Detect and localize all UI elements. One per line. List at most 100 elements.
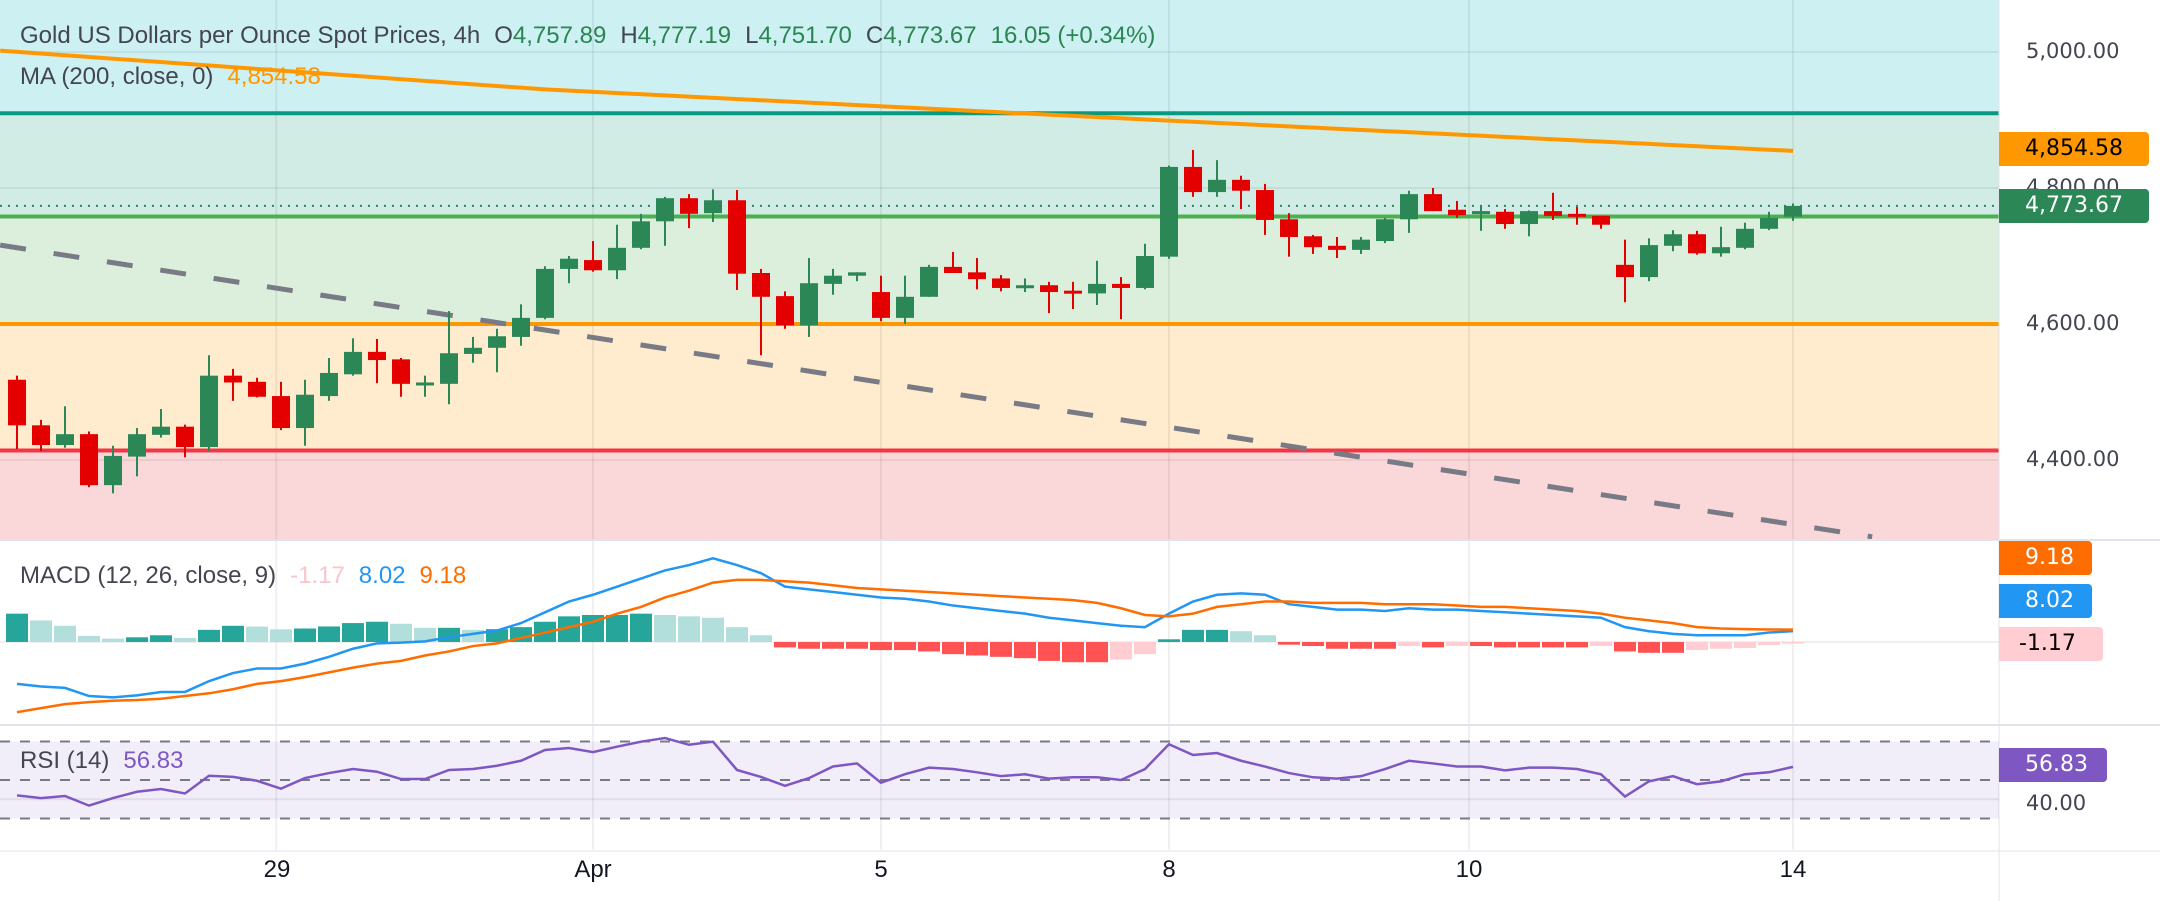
dashed-trendline <box>0 242 1873 540</box>
candle-down <box>1112 283 1130 288</box>
candle-down <box>776 296 794 326</box>
macd-histogram-bar <box>54 625 76 642</box>
candle-up <box>1736 228 1754 248</box>
candle-up <box>656 198 674 222</box>
candle-up <box>416 382 434 386</box>
candle-down <box>1616 264 1634 278</box>
candle-down <box>1424 194 1442 212</box>
price-tick-5000: 5,000.00 <box>2026 39 2120 63</box>
close-value: 4,773.67 <box>883 22 977 49</box>
candle-up <box>1400 194 1418 220</box>
macd-histogram-bar <box>966 642 988 656</box>
candle-down <box>1688 234 1706 254</box>
candle-down <box>1304 236 1322 248</box>
macd-histogram-bar <box>390 623 412 642</box>
zone-teal <box>0 113 1999 217</box>
candle-up <box>200 375 218 448</box>
macd-histogram-bar <box>414 627 436 642</box>
candle-up <box>1088 283 1106 294</box>
macd-histogram-bar <box>1638 642 1660 653</box>
macd-histogram-bar <box>126 637 148 642</box>
macd-legend-label: MACD (12, 26, close, 9) <box>20 562 277 589</box>
change-value: 16.05 (+0.34%) <box>990 22 1156 49</box>
macd-histogram-bar <box>1566 642 1588 648</box>
date-label-8: 8 <box>1162 856 1176 883</box>
high-label: H <box>620 22 638 49</box>
candle-down <box>680 198 698 214</box>
candle-down <box>1040 285 1058 293</box>
candle-up <box>920 266 938 297</box>
macd-histogram-bar <box>1782 642 1804 644</box>
macd-histogram-bar <box>1182 629 1204 642</box>
macd-histogram-bar <box>1422 642 1444 648</box>
macd-histogram-bar <box>870 642 892 651</box>
macd-histogram-bar <box>6 613 28 642</box>
candle-down <box>728 200 746 274</box>
open-value: 4,757.89 <box>512 22 607 49</box>
candle-down <box>272 396 290 429</box>
macd-signal-value: 9.18 <box>419 562 467 589</box>
macd-histogram-bar <box>150 635 172 642</box>
macd-histogram-bar <box>822 642 844 649</box>
candle-down <box>368 351 386 361</box>
ohlc-close: C4,773.67 <box>866 22 977 50</box>
macd-histogram-bar <box>606 615 628 642</box>
candle-down <box>1328 245 1346 250</box>
candle-down <box>968 272 986 280</box>
macd-histogram-bar <box>246 626 268 642</box>
candle-down <box>584 260 602 271</box>
macd-histogram-bar <box>198 629 220 642</box>
open-label: O <box>494 22 513 49</box>
candle-up <box>1352 239 1370 250</box>
candle-up <box>704 200 722 214</box>
macd-histogram-bar <box>1710 642 1732 649</box>
candle-down <box>1256 190 1274 220</box>
candle-up <box>488 336 506 348</box>
macd-histogram-bar <box>1014 642 1036 659</box>
candle-down <box>392 359 410 384</box>
candle-up <box>464 347 482 354</box>
macd-histogram-bar <box>1158 639 1180 642</box>
macd-histogram-bar <box>990 642 1012 657</box>
macd-histogram-bar <box>102 638 124 642</box>
rsi-line <box>16 736 1794 807</box>
date-label-29: 29 <box>263 856 291 883</box>
candle-up <box>296 394 314 429</box>
candle-up <box>1016 285 1034 289</box>
candle-up <box>848 272 866 276</box>
rsi-legend-value: 56.83 <box>123 747 184 774</box>
macd-histogram-bar <box>1134 642 1156 655</box>
macd-histogram-bar <box>1614 642 1636 652</box>
candle-up <box>152 426 170 435</box>
candle-up <box>104 455 122 486</box>
macd-histogram-bar <box>1686 642 1708 651</box>
candle-down <box>1544 211 1562 216</box>
macd-histogram-bar <box>1038 642 1060 661</box>
macd-histogram-bar <box>1302 642 1324 647</box>
candle-up <box>1760 217 1778 229</box>
macd-histogram-bar <box>1542 642 1564 648</box>
macd-value: 8.02 <box>358 562 406 589</box>
candle-up <box>344 351 362 375</box>
macd-histogram-bar <box>630 613 652 642</box>
candle-down <box>872 292 890 318</box>
ohlc-high: H4,777.19 <box>620 22 731 50</box>
candle-up <box>608 247 626 271</box>
candle-up <box>1160 166 1178 257</box>
rsi-tick-40: 40.00 <box>2026 791 2087 815</box>
candle-up <box>896 296 914 318</box>
macd-histogram-bar <box>1398 642 1420 647</box>
macd-line <box>16 557 1794 699</box>
zone-top <box>0 0 1999 114</box>
rsi-value-badge: 56.83 <box>1999 748 2107 782</box>
rsi-legend[interactable]: RSI (14) 56.83 <box>20 747 183 775</box>
candle-down <box>224 375 242 383</box>
macd-legend[interactable]: MACD (12, 26, close, 9) -1.17 8.02 9.18 <box>20 562 466 590</box>
ma-legend[interactable]: MA (200, close, 0) 4,854.58 <box>20 63 321 91</box>
candle-up <box>632 221 650 248</box>
price-tick-4600: 4,600.00 <box>2026 311 2120 335</box>
macd-histogram-bar <box>678 616 700 642</box>
candle-down <box>248 381 266 397</box>
low-value: 4,751.70 <box>758 22 852 49</box>
